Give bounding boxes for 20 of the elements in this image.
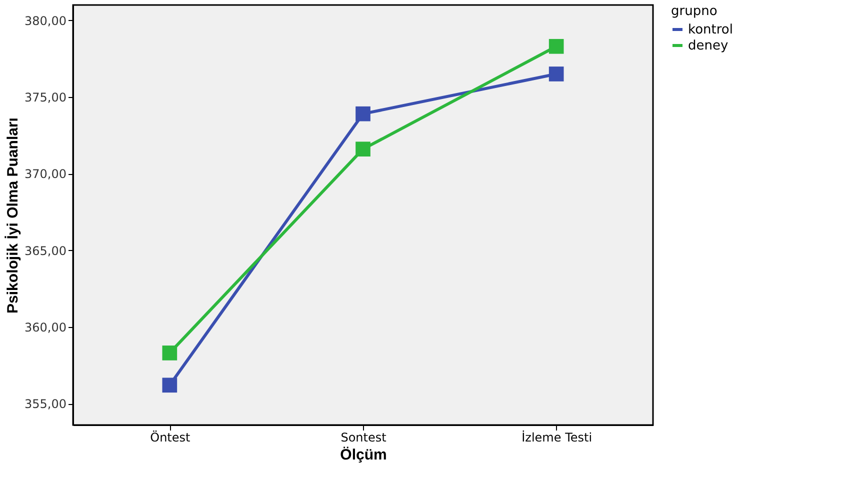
x-axis-title: Ölçüm <box>340 446 387 464</box>
x-tick-label: Öntest <box>150 430 191 444</box>
point <box>356 106 370 122</box>
point <box>548 66 564 82</box>
y-tick-label: 355,00 <box>24 397 66 412</box>
legend-label: kontrol <box>688 22 733 38</box>
x-tick-label: İzleme Testi <box>522 430 592 444</box>
point <box>356 142 370 157</box>
y-tick-label: 365,00 <box>24 244 66 258</box>
y-tick-label: 375,00 <box>24 90 66 104</box>
legend-label: deney <box>688 38 728 54</box>
y-axis-title: Psikolojik İyi Olma Puanları <box>4 118 22 314</box>
x-tick-label: Sontest <box>340 430 387 444</box>
point <box>162 378 178 393</box>
legend-title: grupno <box>671 4 718 19</box>
y-tick-label: 380,00 <box>24 14 66 28</box>
point <box>548 38 564 54</box>
point <box>162 346 178 360</box>
y-tick-label: 370,00 <box>24 167 66 182</box>
y-tick-label: 360,00 <box>24 320 66 334</box>
